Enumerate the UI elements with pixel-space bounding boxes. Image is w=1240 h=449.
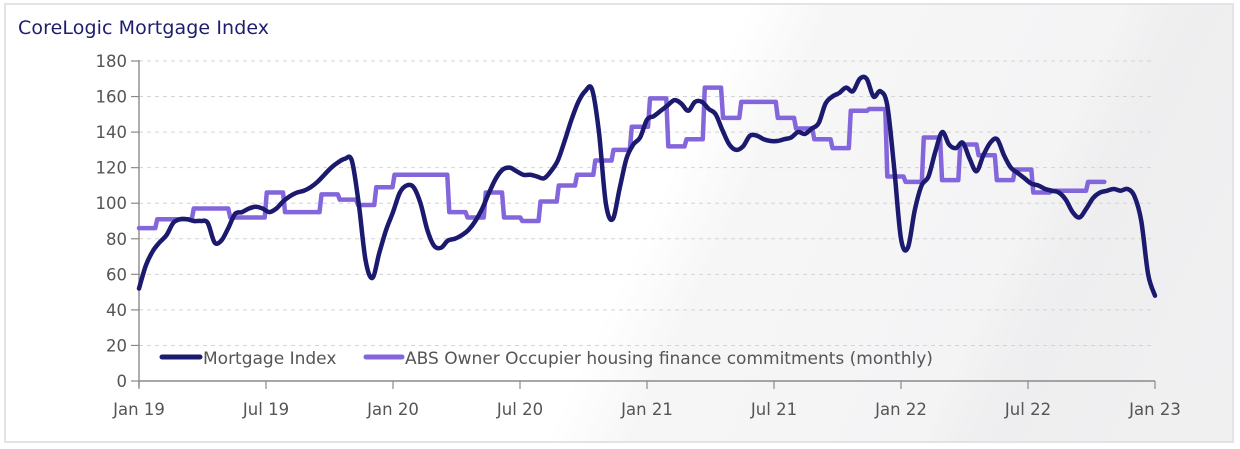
- y-tick-label: 140: [96, 123, 128, 142]
- y-tick-label: 120: [96, 159, 128, 178]
- y-axis-ticks: 0 20 40 60 80 100 120 140 160 180: [96, 52, 139, 391]
- x-tick-label: Jan 23: [1128, 400, 1181, 419]
- y-tick-label: 180: [96, 52, 128, 71]
- chart-title: CoreLogic Mortgage Index: [18, 17, 270, 39]
- y-tick-label: 0: [117, 372, 128, 391]
- series-lines: [136, 74, 1158, 298]
- y-tick-label: 160: [96, 88, 128, 107]
- legend: Mortgage Index ABS Owner Occupier housin…: [159, 349, 933, 369]
- x-axis-ticks: Jan 19 Jul 19 Jan 20 Jul 20 Jan 21 Jul 21 Jan …: [112, 381, 1181, 419]
- legend-mortgage-label: Mortgage Index: [203, 349, 336, 369]
- y-tick-label: 60: [106, 265, 127, 284]
- y-tick-label: 100: [96, 194, 128, 213]
- x-tick-label: Jan 21: [620, 400, 673, 419]
- gridlines: [139, 60, 1155, 346]
- y-tick-label: 20: [106, 336, 127, 355]
- x-tick-label: Jul 19: [242, 400, 289, 419]
- legend-abs-label: ABS Owner Occupier housing finance commi…: [405, 349, 933, 369]
- x-tick-label: Jan 19: [112, 400, 165, 419]
- x-tick-label: Jul 21: [750, 400, 797, 419]
- axes: [138, 60, 1155, 387]
- y-tick-label: 40: [106, 301, 127, 320]
- x-tick-label: Jul 20: [496, 400, 543, 419]
- y-tick-label: 80: [106, 230, 127, 249]
- x-tick-label: Jul 22: [1004, 400, 1051, 419]
- mortgage-index-line: [136, 74, 1158, 298]
- x-tick-label: Jan 22: [874, 400, 927, 419]
- abs-commitments-line: [136, 85, 1107, 231]
- x-tick-label: Jan 20: [366, 400, 419, 419]
